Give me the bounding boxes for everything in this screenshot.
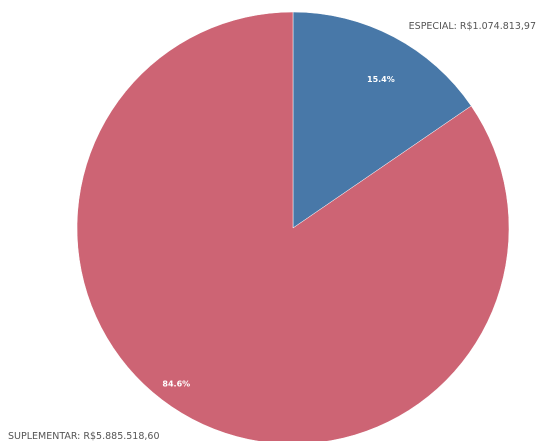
percent-labels: 15.4% 84.6% — [162, 75, 394, 388]
percent-label-suplementar: 84.6% — [162, 379, 190, 388]
category-label-suplementar: SUPLEMENTAR: R$5.885.518,60 — [8, 431, 160, 441]
percent-label-especial: 15.4% — [367, 75, 395, 84]
pie-slice-suplementar[interactable] — [76, 11, 510, 441]
category-label-especial: ESPECIAL: R$1.074.813,97 — [409, 21, 536, 32]
pie-slice-especial[interactable] — [292, 11, 472, 229]
pie-slices — [76, 11, 510, 441]
